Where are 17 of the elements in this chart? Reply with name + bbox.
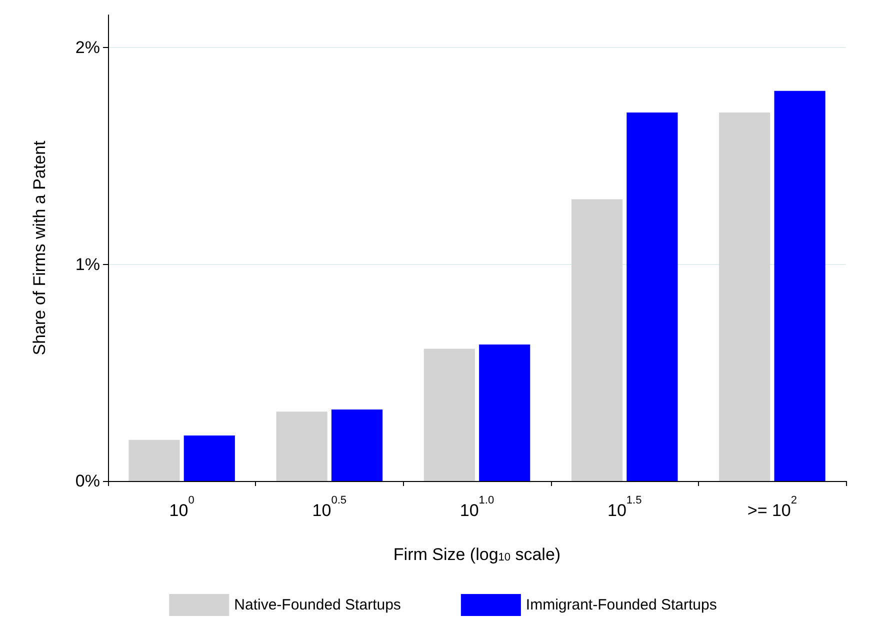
bar (479, 344, 530, 481)
y-tick-label: 2% (75, 38, 100, 58)
bar (571, 199, 623, 481)
bar (424, 348, 475, 481)
bar (626, 112, 678, 481)
bar (774, 90, 826, 481)
y-tick-label: 0% (75, 472, 100, 490)
y-tick-label: 1% (75, 254, 100, 274)
y-axis-title: Share of Firms with a Patent (30, 140, 49, 356)
x-axis-title: Firm Size (log10 scale) (393, 545, 561, 564)
legend-label: Immigrant-Founded Startups (526, 596, 717, 614)
bar (719, 112, 770, 481)
bar (331, 409, 383, 481)
bar (128, 440, 180, 481)
legend-label: Native-Founded Startups (234, 596, 401, 614)
bar (184, 435, 235, 481)
bar (276, 412, 328, 481)
